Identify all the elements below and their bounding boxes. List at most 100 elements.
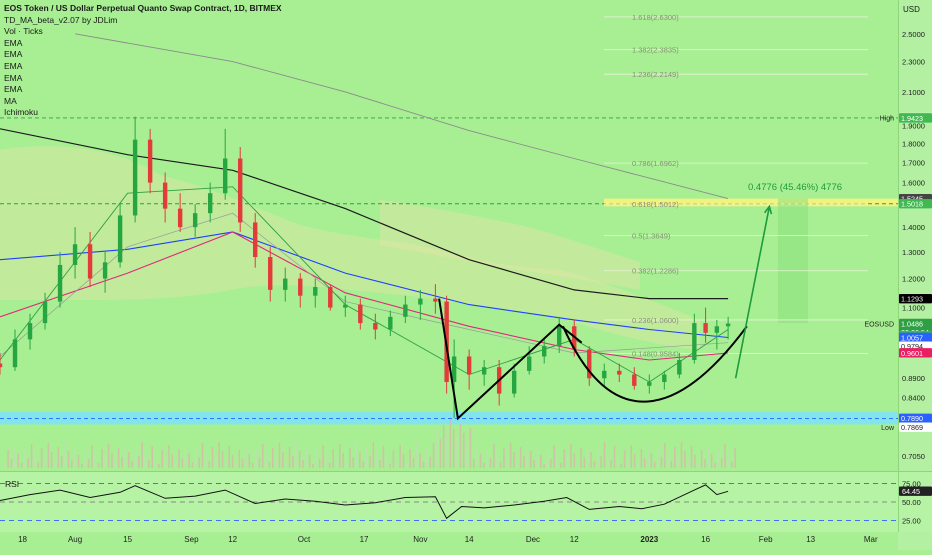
volume-bar	[563, 449, 566, 468]
volume-bar	[148, 460, 150, 468]
volume-bar	[704, 459, 706, 468]
candle-body	[132, 139, 138, 216]
volume-bar	[385, 455, 388, 468]
rsi-tick-label: 50.00	[902, 498, 921, 507]
candle-body	[466, 356, 472, 375]
volume-bar	[617, 455, 619, 468]
volume-bar	[352, 457, 354, 468]
fib-label: 0.786(1.6962)	[632, 159, 679, 168]
legend-indicator[interactable]: Vol · Ticks	[4, 26, 43, 37]
candle-body	[0, 363, 3, 368]
candle-body	[177, 208, 183, 228]
candle-body	[27, 323, 33, 340]
volume-bar	[77, 455, 80, 468]
volume-bar	[221, 451, 224, 468]
price-badge	[899, 294, 932, 304]
volume-bar	[94, 454, 97, 468]
candle-body	[283, 278, 288, 290]
chart-title: EOS Token / US Dollar Perpetual Quanto S…	[4, 3, 282, 13]
volume-bar	[583, 457, 586, 468]
legend-indicator[interactable]: TD_MA_beta_v2.07 by JDLim	[4, 14, 118, 25]
volume-bar	[560, 463, 562, 468]
price-tick-label: 2.5000	[902, 30, 925, 39]
price-badge	[899, 422, 932, 432]
moving-average-line	[0, 231, 729, 339]
volume-bar	[399, 445, 401, 468]
candle-body	[403, 304, 408, 317]
volume-bar	[674, 447, 676, 468]
legend-indicator[interactable]: Ichimoku	[4, 107, 39, 118]
volume-bar	[255, 449, 257, 468]
volume-bar	[258, 458, 261, 468]
volume-bar	[529, 451, 532, 468]
volume-bar	[489, 458, 492, 468]
volume-bar	[667, 452, 669, 468]
price-badge-value: 0.7890	[901, 414, 923, 423]
volume-bar	[429, 457, 432, 468]
rsi-label[interactable]: RSI	[5, 479, 20, 489]
projection-arrow	[734, 206, 771, 379]
volume-bar	[30, 444, 33, 468]
volume-bar	[225, 460, 227, 468]
candle-body	[268, 257, 273, 290]
volume-bar	[178, 449, 180, 468]
candle-body	[632, 374, 637, 386]
volume-bar	[493, 444, 495, 468]
volume-bar	[513, 452, 515, 468]
fib-label: 1.618(2.6300)	[632, 13, 679, 22]
volume-bar	[724, 444, 726, 468]
volume-bar	[653, 462, 656, 468]
price-badge-value: 1.0486	[901, 319, 923, 328]
volume-bar	[238, 450, 241, 468]
candle-body	[617, 370, 622, 375]
volume-bar	[596, 447, 599, 468]
volume-bar	[553, 445, 555, 468]
volume-bar	[620, 464, 622, 468]
fib-label: 0.236(1.0600)	[632, 316, 679, 325]
volume-bar	[4, 464, 6, 468]
legend-indicator[interactable]: EMA	[4, 84, 23, 95]
candle-body	[481, 367, 487, 375]
volume-bar	[710, 454, 713, 468]
volume-bar	[687, 460, 689, 468]
volume-bar	[607, 451, 609, 468]
volume-bar	[40, 448, 43, 468]
volume-bar	[637, 463, 639, 468]
price-badge	[899, 318, 932, 329]
price-badge-value: 0.9601	[901, 349, 923, 358]
volume-bar	[516, 461, 519, 468]
legend-indicator[interactable]: EMA	[4, 49, 23, 60]
volume-bar	[127, 452, 130, 468]
volume-bar	[483, 463, 485, 468]
candle-body	[714, 326, 720, 333]
volume-bar	[426, 448, 428, 468]
candle-body	[313, 287, 318, 296]
legend-indicator[interactable]: EMA	[4, 72, 23, 83]
price-badge	[899, 413, 932, 424]
volume-bar	[503, 448, 505, 468]
volume-bar	[486, 449, 488, 468]
fib-label: 0.618(1.5012)	[632, 200, 679, 209]
price-badge-label: Low	[881, 425, 895, 432]
volume-bar	[509, 443, 512, 468]
time-tick-label: Nov	[413, 535, 427, 544]
volume-bar	[228, 446, 231, 468]
volume-bar	[439, 439, 442, 468]
legend-indicator[interactable]: EMA	[4, 37, 23, 48]
rsi-tick-label: 75.00	[902, 479, 921, 488]
volume-bar	[54, 461, 56, 468]
axis-layer: 2.5000 2.3000 2.1000 1.9000 1.8000 1.7000 1.60…	[18, 30, 932, 544]
volume-bar	[131, 461, 133, 468]
price-tick-label: 1.1000	[902, 304, 925, 313]
volume-bar	[97, 463, 100, 468]
volume-bar	[566, 458, 569, 468]
legend-indicator[interactable]: MA	[4, 95, 17, 106]
volume-bar	[292, 456, 294, 468]
legend-indicator[interactable]: EMA	[4, 60, 23, 71]
rsi-tick-label: 25.00	[902, 517, 921, 526]
target-zone	[604, 198, 898, 207]
volume-bar	[7, 450, 9, 468]
volume-bar	[550, 459, 552, 468]
volume-bar	[526, 442, 529, 468]
